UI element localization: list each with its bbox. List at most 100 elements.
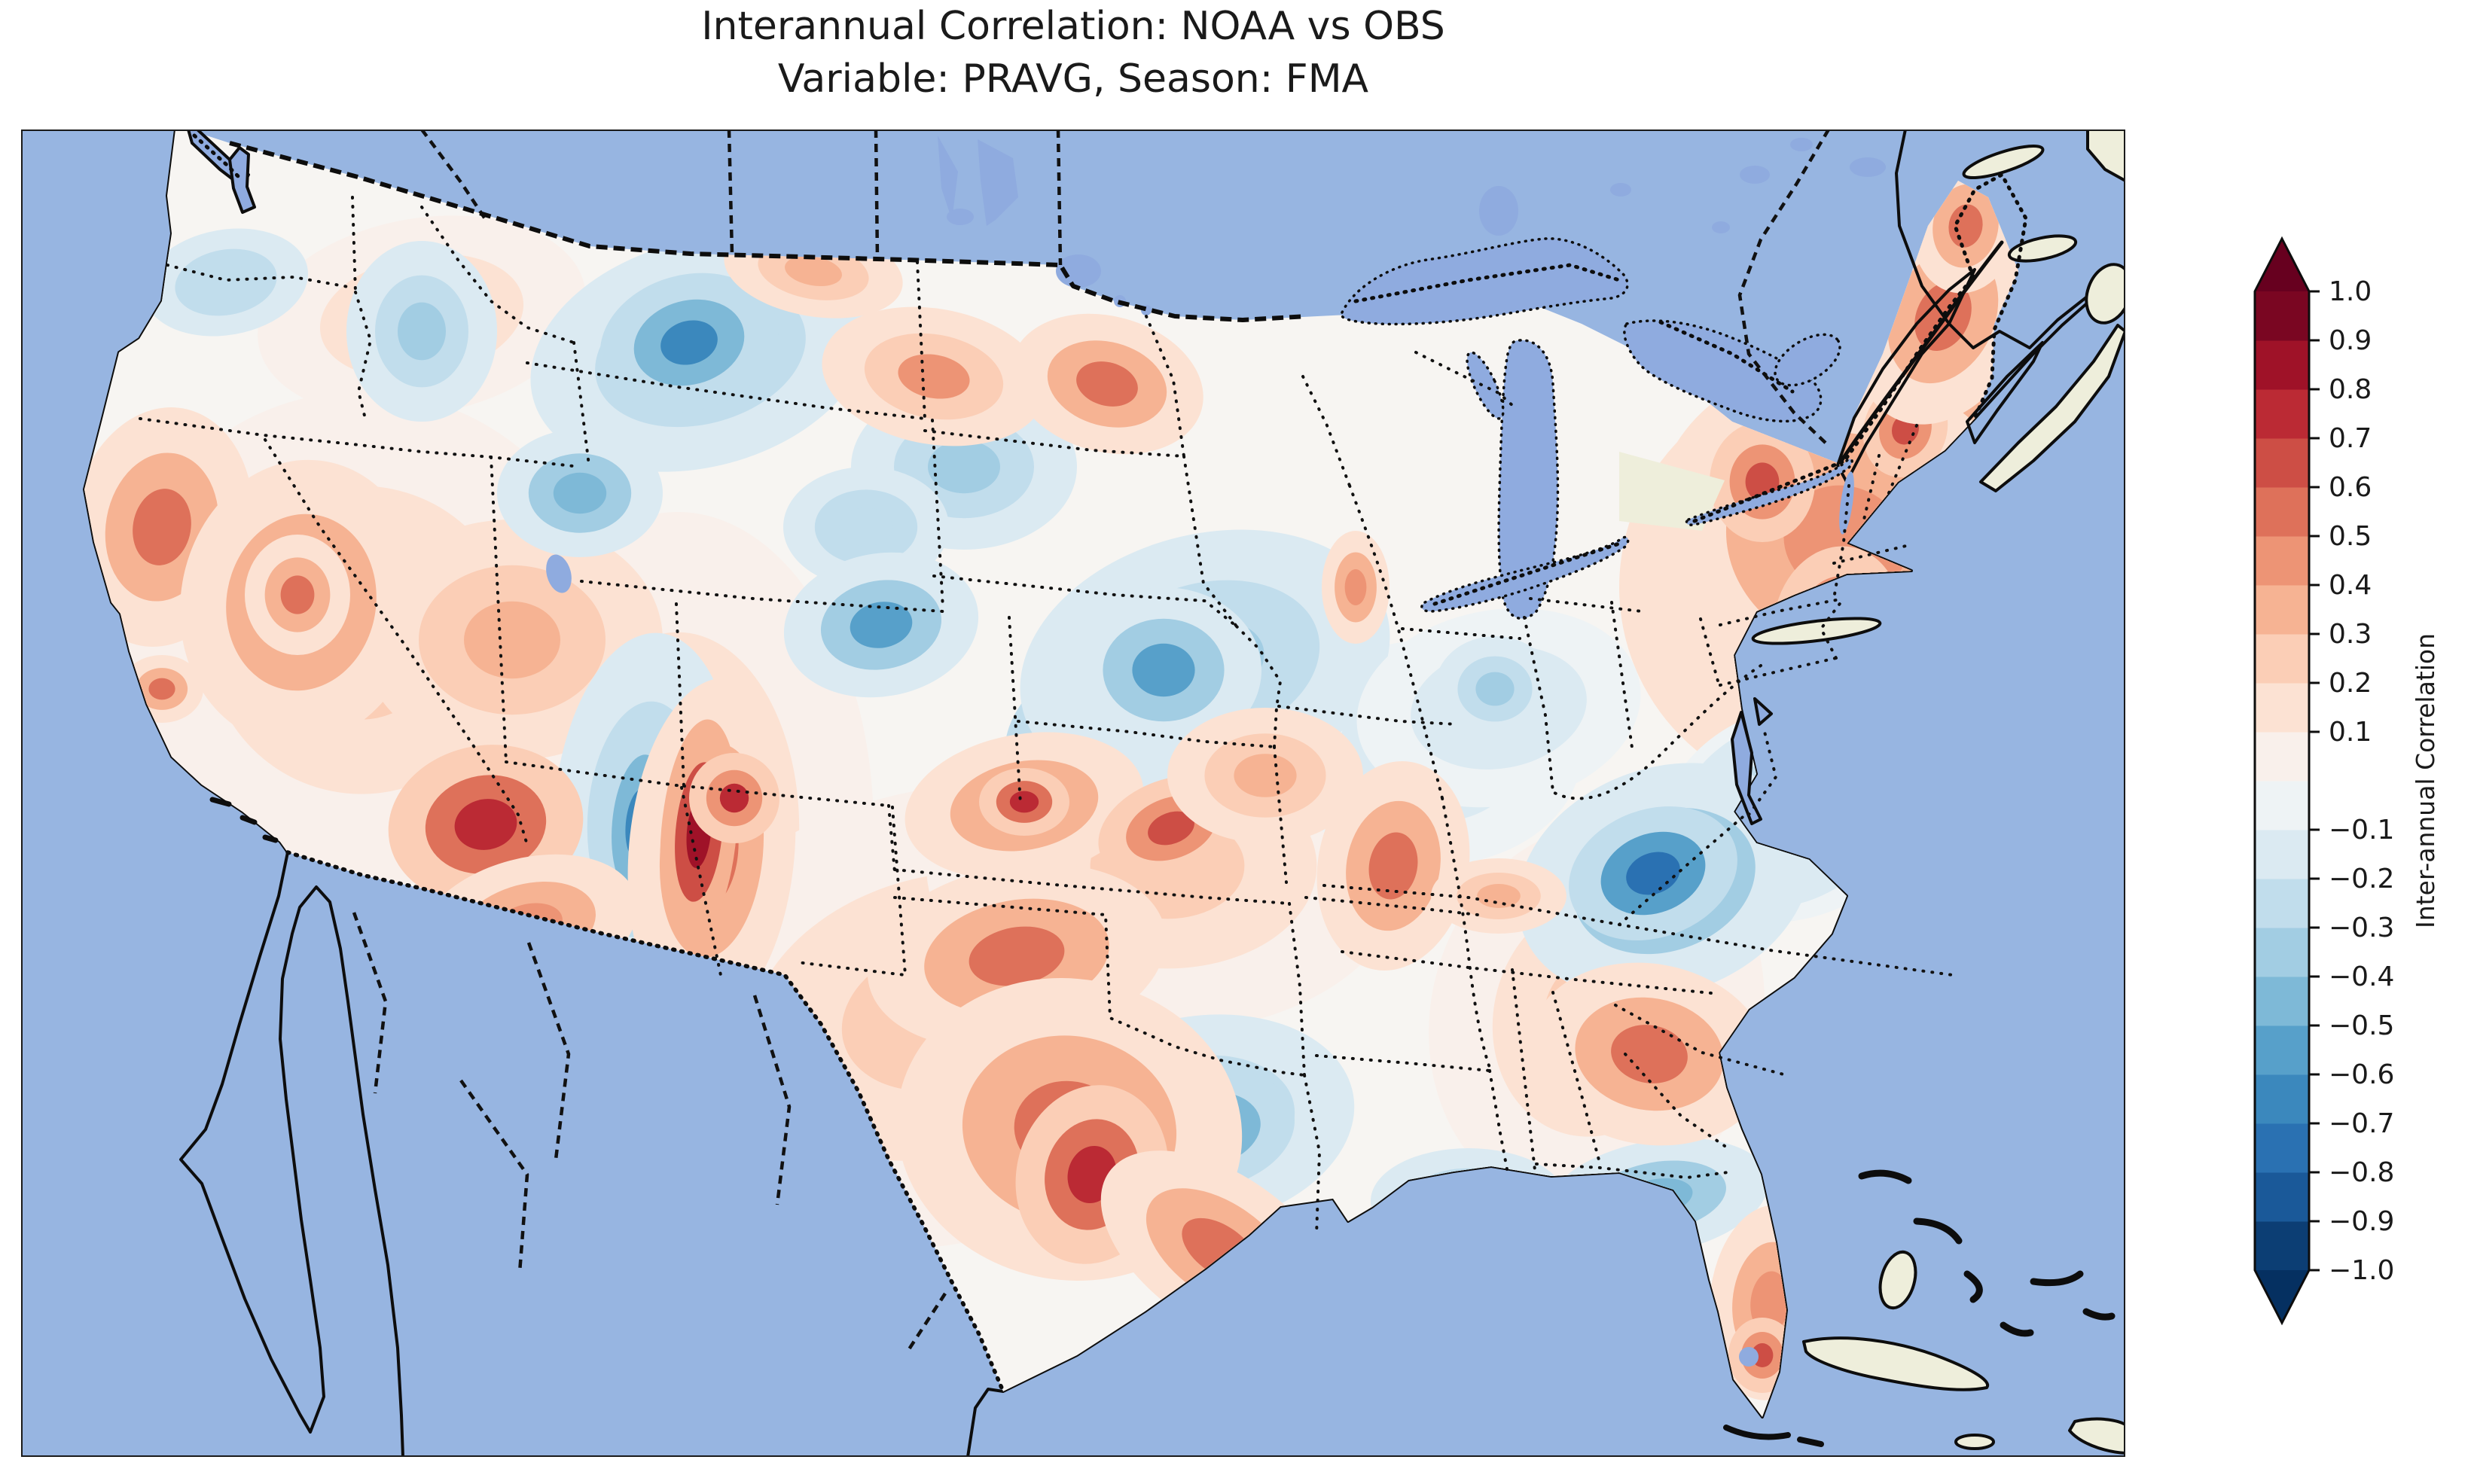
contour-blob	[1234, 754, 1297, 797]
colorbar-band	[2255, 1123, 2309, 1173]
colorbar-tick-label: 0.3	[2329, 619, 2372, 650]
colorbar-band	[2255, 487, 2309, 537]
colorbar-band	[2255, 585, 2309, 635]
contour-blob	[660, 320, 718, 365]
lake-michigan	[1497, 339, 1560, 620]
lake-nipigon	[1479, 186, 1518, 236]
colorbar-tick-label: 0.9	[2329, 325, 2372, 356]
lake-manitoba	[947, 209, 974, 225]
contour-blob	[1009, 791, 1039, 813]
florida-keys	[1723, 1425, 1824, 1447]
colorbar-band	[2255, 1221, 2309, 1271]
colorbar-tick-label: 0.5	[2329, 521, 2372, 552]
colorbar-extend-under	[2255, 1270, 2309, 1323]
contour-blob	[1132, 643, 1195, 697]
great-salt-lake	[546, 554, 572, 593]
islands	[209, 797, 2125, 1455]
contour-blob	[553, 472, 607, 514]
colorbar-tick-label: −0.3	[2329, 913, 2394, 943]
small-lakes	[546, 136, 1886, 1367]
colorbar: 1.0 0.9 0.8 0.7 0.6 0.5 0.4 0.3 0.2 0.1 −0.1 −0.2 −0…	[2253, 236, 2440, 1326]
colorbar-tick-label: −0.4	[2329, 961, 2394, 992]
delaware-bay	[1753, 697, 1773, 726]
colorbar-tick-label: 0.7	[2329, 423, 2372, 454]
andros-island	[1878, 1250, 1917, 1310]
contour-blob	[850, 602, 913, 648]
colorbar-tick-label: −0.6	[2329, 1059, 2394, 1090]
contour-blob	[148, 678, 175, 700]
colorbar-tick-label: 0.6	[2329, 472, 2372, 503]
lake-huron	[1623, 319, 1823, 423]
colorbar-band	[2255, 781, 2309, 830]
province-borders	[352, 130, 1830, 1353]
contour-blob	[398, 302, 446, 361]
colorbar-band	[2255, 291, 2309, 341]
figure-subtitle: Variable: PRAVG, Season: FMA	[778, 56, 1369, 102]
contour-blob	[969, 926, 1065, 986]
colorbar-tick-label: 1.0	[2329, 276, 2372, 307]
anticosti-island	[1962, 144, 2045, 180]
colorbar-band	[2255, 634, 2309, 684]
colorbar-band	[2255, 977, 2309, 1026]
lac-saint-jean	[1850, 157, 1886, 177]
colorbar-band	[2255, 340, 2309, 390]
colorbar-band	[2255, 928, 2309, 977]
nova-scotia	[1979, 324, 2125, 492]
gulf-of-st-lawrence	[1895, 130, 2125, 349]
contour-blob	[898, 354, 970, 399]
map-canvas	[21, 130, 2125, 1457]
colorbar-band	[2255, 1025, 2309, 1075]
border-through-strait	[192, 133, 245, 183]
contour-blob	[839, 507, 893, 547]
cape-breton-island	[2085, 263, 2125, 325]
puget-sound	[228, 146, 256, 214]
channel-islands	[209, 797, 279, 843]
lake-erie	[1420, 535, 1630, 613]
bay-of-fundy	[1966, 341, 2044, 444]
ontario-peninsula	[1619, 452, 1725, 531]
contour-blob	[280, 575, 315, 614]
colorbar-tick-label: 0.1	[2329, 717, 2372, 748]
lake-of-the-woods	[1056, 254, 1101, 288]
contour-blob	[719, 783, 749, 813]
colorbar-tick-label: −0.5	[2329, 1010, 2394, 1041]
quebec-lake-2	[1790, 138, 1813, 151]
jamaica	[1954, 1434, 1995, 1450]
chesapeake-bay	[1731, 711, 1762, 825]
colorbar-band	[2255, 830, 2309, 879]
colorbar-band	[2255, 732, 2309, 782]
quebec-lake-3	[1712, 221, 1730, 233]
colorbar-tick-label: −0.7	[2329, 1108, 2394, 1139]
colorbar-tick-label: 0.8	[2329, 374, 2372, 405]
lake-winnipegosis	[938, 136, 958, 220]
ontario-lake	[1610, 183, 1631, 197]
cuba	[1802, 1336, 1990, 1391]
contour-blob	[928, 440, 1000, 494]
contour-blob	[1076, 361, 1138, 407]
contour-blob	[454, 799, 517, 850]
colorbar-tick-label: 0.2	[2329, 668, 2372, 699]
colorbar-tick-label: −1.0	[2329, 1255, 2394, 1286]
contour-blob	[1475, 672, 1515, 706]
colorbar-band	[2255, 683, 2309, 733]
colorbar-tick-label: −0.8	[2329, 1157, 2394, 1188]
green-bay	[1466, 351, 1505, 420]
colorbar-tick-label: −0.9	[2329, 1206, 2394, 1237]
colorbar-band	[2255, 389, 2309, 439]
contour-blob	[1148, 811, 1194, 846]
colorbar-tick-label: −0.1	[2329, 815, 2394, 846]
colorbar-band	[2255, 879, 2309, 928]
colorbar-tick-label: 0.4	[2329, 570, 2372, 601]
colorbar-band	[2255, 536, 2309, 586]
figure-title: Interannual Correlation: NOAA vs OBS	[701, 4, 1445, 49]
colorbar-band	[2255, 438, 2309, 488]
georgian-bay	[1774, 333, 1841, 387]
st-lawrence-outline	[1839, 240, 2004, 463]
contour-blob	[1477, 884, 1521, 908]
prince-edward-island	[2007, 234, 2078, 263]
contour-blob	[1344, 569, 1367, 605]
contour-blob	[1368, 832, 1418, 900]
contour-blob	[1611, 1025, 1688, 1083]
lake-superior	[1340, 237, 1629, 326]
contour-blob	[200, 265, 252, 300]
